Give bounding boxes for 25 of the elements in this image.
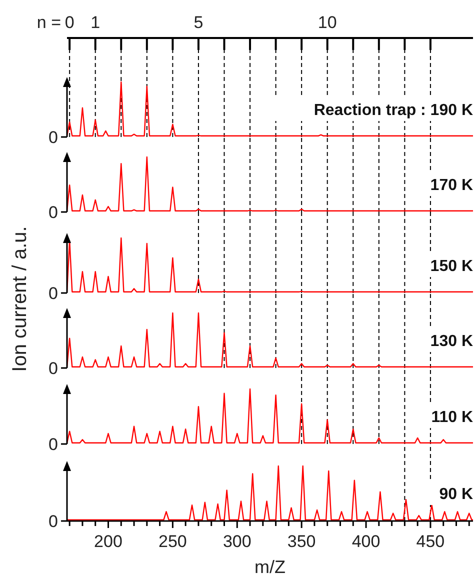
x2-tick-label: 0 (64, 13, 74, 32)
text: 0 (48, 284, 58, 303)
text: 0 (48, 359, 58, 378)
x2-tick-label: 10 (318, 13, 337, 32)
text: 0 (48, 512, 58, 531)
x-tick-label: 450 (416, 532, 445, 551)
x2-axis-title: n = (36, 13, 62, 32)
x-tick-label: 400 (352, 532, 380, 551)
x-axis-title: m/Z (254, 557, 286, 577)
text: 0 (48, 203, 58, 222)
x-tick-label: 300 (222, 532, 252, 551)
y-axis-title: Ion current / a.u. (9, 226, 31, 372)
x-tick-label: 200 (94, 532, 122, 551)
text: 110 K (431, 409, 474, 426)
x-tick-label: 350 (287, 532, 316, 551)
x-tick-label: 250 (158, 532, 187, 551)
text: 90 K (439, 486, 474, 503)
text: 150 K (430, 258, 474, 275)
text: 170 K (430, 177, 474, 194)
text: Reaction trap : 190 K (314, 102, 474, 119)
text: 0 (48, 435, 58, 454)
x2-tick-label: 1 (90, 13, 100, 32)
text: 130 K (430, 333, 474, 350)
x2-tick-label: 5 (194, 13, 204, 32)
text: 0 (48, 128, 58, 147)
